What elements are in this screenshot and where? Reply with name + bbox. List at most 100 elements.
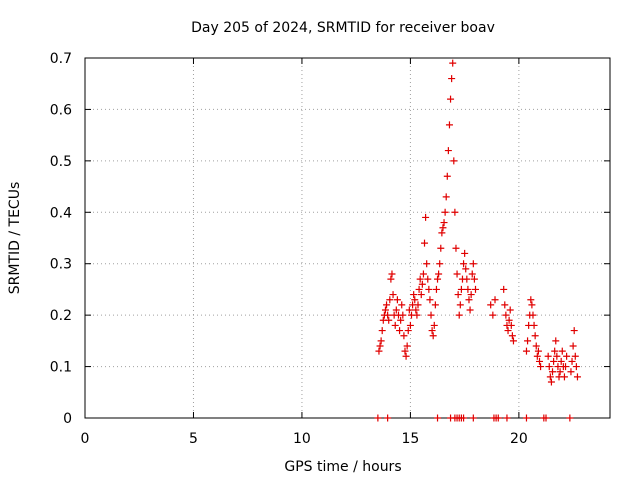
data-point: [416, 275, 424, 283]
data-point: [427, 311, 435, 319]
data-point: [535, 357, 543, 365]
data-point: [501, 301, 509, 309]
data-point: [384, 311, 392, 319]
data-point: [456, 301, 464, 309]
axis-ticks: [84, 57, 610, 419]
data-point: [570, 327, 578, 335]
data-point: [405, 306, 413, 314]
data-point: [562, 363, 570, 371]
grid-lines: [85, 58, 610, 418]
data-point: [465, 296, 473, 304]
data-point: [522, 414, 530, 422]
data-point: [414, 301, 422, 309]
data-point: [385, 316, 393, 324]
data-point: [549, 368, 557, 376]
data-point: [572, 363, 580, 371]
y-tick-labels: 0 0.1 0.2 0.3 0.4 0.5 0.6 0.7: [50, 51, 72, 427]
data-point: [392, 306, 400, 314]
data-point: [435, 270, 443, 278]
data-point: [533, 352, 541, 360]
data-point: [546, 373, 554, 381]
data-point: [453, 270, 461, 278]
data-point: [391, 321, 399, 329]
data-point: [470, 275, 478, 283]
data-point: [487, 301, 495, 309]
data-point: [437, 244, 445, 252]
data-point: [393, 296, 401, 304]
y-tick-label: 0.1: [50, 360, 72, 376]
data-point: [429, 332, 437, 340]
data-point: [454, 291, 462, 299]
data-point: [434, 414, 442, 422]
data-point: [563, 352, 571, 360]
data-point: [450, 157, 458, 165]
data-point: [442, 193, 450, 201]
data-point: [528, 301, 536, 309]
data-point: [449, 59, 457, 67]
data-points: [374, 59, 581, 422]
data-point: [375, 347, 383, 355]
y-tick-label: 0.6: [50, 102, 72, 118]
data-point: [421, 239, 429, 247]
data-point: [522, 347, 530, 355]
x-tick-labels: 0 5 10 15 20: [81, 431, 528, 447]
data-point: [423, 260, 431, 268]
data-point: [410, 291, 418, 299]
data-point: [419, 270, 427, 278]
data-point: [404, 327, 412, 335]
data-point: [451, 208, 459, 216]
data-point: [547, 378, 555, 386]
data-point: [467, 291, 475, 299]
data-point: [464, 285, 472, 293]
data-point: [376, 342, 384, 350]
data-point: [550, 357, 558, 365]
data-point: [402, 352, 410, 360]
data-point: [469, 414, 477, 422]
data-point: [557, 357, 565, 365]
data-point: [378, 327, 386, 335]
data-point: [551, 347, 559, 355]
x-axis-label: GPS time / hours: [284, 459, 401, 475]
data-point: [463, 275, 471, 283]
data-point: [413, 311, 421, 319]
y-tick-label: 0.7: [50, 51, 72, 67]
data-point: [462, 265, 470, 273]
data-point: [537, 363, 545, 371]
data-point: [377, 337, 385, 345]
data-point: [422, 213, 430, 221]
x-tick-label: 5: [189, 431, 198, 447]
y-tick-label: 0.2: [50, 308, 72, 324]
y-tick-label: 0.4: [50, 205, 72, 221]
data-point: [571, 352, 579, 360]
data-point: [374, 414, 382, 422]
data-point: [469, 260, 477, 268]
data-point: [466, 306, 474, 314]
data-point: [381, 306, 389, 314]
data-point: [386, 296, 394, 304]
data-point: [389, 291, 397, 299]
data-point: [398, 301, 406, 309]
data-point: [502, 311, 510, 319]
data-point: [568, 357, 576, 365]
data-point: [542, 414, 550, 422]
data-point: [503, 414, 511, 422]
data-point: [507, 321, 515, 329]
data-point: [424, 275, 432, 283]
x-tick-label: 20: [510, 431, 528, 447]
data-point: [529, 311, 537, 319]
data-point: [401, 347, 409, 355]
data-point: [530, 321, 538, 329]
chart-title: Day 205 of 2024, SRMTID for receiver boa…: [191, 20, 495, 36]
data-point: [425, 285, 433, 293]
data-point: [388, 270, 396, 278]
x-tick-label: 0: [81, 431, 90, 447]
data-point: [558, 347, 566, 355]
data-point: [396, 327, 404, 335]
y-tick-label: 0.5: [50, 154, 72, 170]
data-point: [508, 332, 516, 340]
data-point: [455, 311, 463, 319]
data-point: [504, 327, 512, 335]
data-point: [534, 347, 542, 355]
data-point: [566, 414, 574, 422]
